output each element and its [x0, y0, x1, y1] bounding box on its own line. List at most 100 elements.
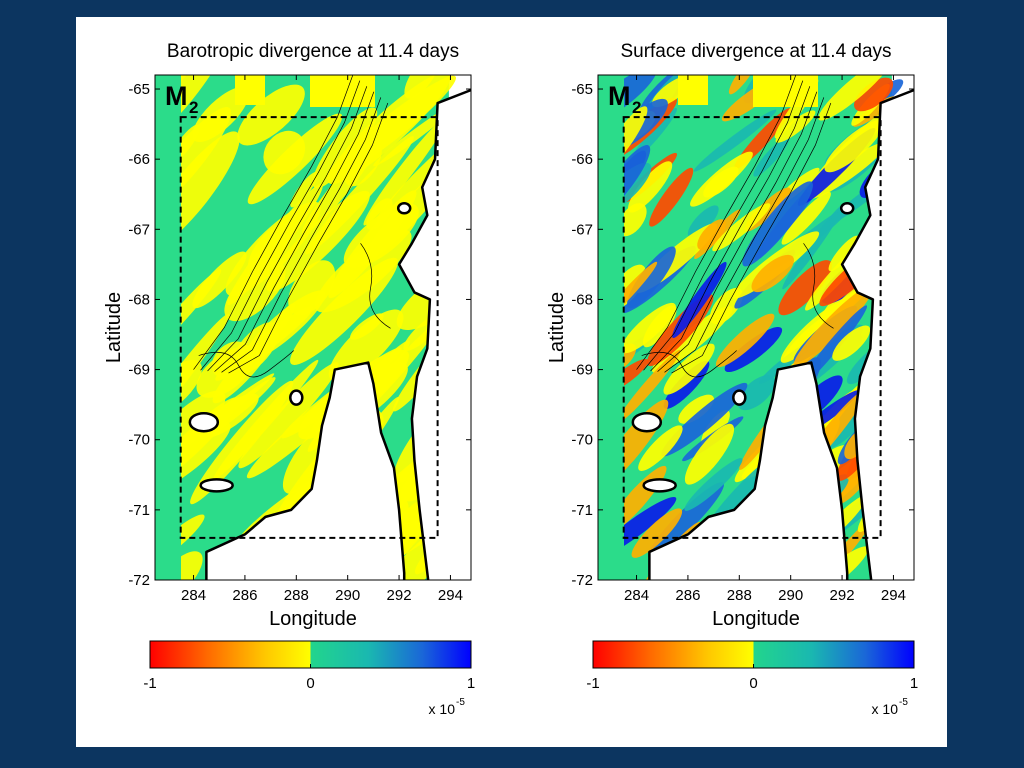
field-patch — [690, 151, 753, 207]
panel-label: M — [608, 81, 631, 111]
field-patch — [781, 191, 831, 245]
y-tick-label: -72 — [571, 572, 593, 589]
panel-label-subscript: 2 — [632, 98, 641, 117]
island — [289, 389, 304, 406]
x-tick-label: 294 — [881, 587, 906, 604]
field-patch — [742, 181, 813, 267]
colorbar-tick-label: -1 — [586, 675, 599, 692]
y-tick-label: -71 — [571, 502, 593, 519]
colorbar — [149, 640, 472, 669]
field-patch — [828, 235, 859, 272]
axes-frame — [597, 74, 915, 581]
colorbar-scale-label: x 10 — [429, 701, 456, 717]
contour-line — [214, 91, 375, 372]
west-band — [155, 75, 181, 580]
colorbar-scale-exponent: -5 — [456, 697, 465, 708]
field-patch — [684, 423, 735, 485]
subdomain-box — [622, 116, 882, 539]
field-patch — [712, 203, 771, 252]
field-patch — [818, 75, 893, 121]
field-patch — [753, 136, 790, 177]
field-patch — [715, 313, 775, 368]
field-patch — [326, 75, 456, 181]
y-tick-label: -71 — [128, 502, 150, 519]
y-tick-label: -68 — [571, 291, 593, 308]
x-tick-label: 290 — [335, 587, 360, 604]
field-patch — [751, 254, 794, 293]
contour-line — [228, 102, 389, 374]
x-tick-label: 288 — [284, 587, 309, 604]
field-patch — [824, 120, 884, 173]
y-tick-label: -65 — [128, 81, 150, 98]
field-patch — [678, 394, 715, 424]
y-tick-label: -67 — [571, 221, 593, 238]
y-tick-label: -66 — [571, 151, 593, 168]
field-patch — [617, 203, 647, 237]
bathymetry-contours — [636, 75, 834, 378]
x-tick-label: 284 — [181, 587, 206, 604]
contour-line — [657, 91, 818, 372]
island — [642, 478, 677, 493]
colorbar-tick-label: 0 — [749, 675, 757, 692]
island — [396, 202, 412, 215]
panel-label-subscript: 2 — [189, 98, 198, 117]
field-patch — [638, 425, 683, 471]
x-axis-label: Longitude — [712, 608, 800, 630]
field-patch — [663, 343, 715, 395]
field-patch — [728, 75, 758, 95]
y-tick-label: -69 — [571, 362, 593, 379]
x-tick-label: 292 — [830, 587, 855, 604]
y-tick-label: -70 — [128, 432, 150, 449]
island — [188, 411, 220, 433]
land-peninsula — [648, 361, 849, 580]
north-band — [235, 75, 265, 105]
field-patch — [343, 203, 419, 268]
field-patch — [290, 171, 319, 208]
field-patch — [196, 347, 255, 398]
slide: Barotropic divergence at 11.4 days M 2 284 2… — [76, 17, 947, 747]
y-tick-label: -69 — [128, 362, 150, 379]
north-band — [310, 75, 375, 107]
land-east — [840, 88, 914, 580]
y-tick-label: -67 — [128, 221, 150, 238]
y-axis-label: Latitude — [546, 292, 568, 363]
contour-line — [803, 243, 834, 329]
colorbar-tick-label: 1 — [467, 675, 475, 692]
contour-line — [643, 80, 804, 371]
field-patch — [775, 110, 816, 143]
panel-2: Surface divergence at 11.4 days M 2 284 286 2… — [546, 41, 918, 717]
contour-line — [207, 86, 368, 372]
field-patch — [628, 161, 673, 213]
island — [199, 478, 234, 493]
island — [839, 202, 855, 215]
colorbar-tick-label: -1 — [143, 675, 156, 692]
y-tick-label: -66 — [128, 151, 150, 168]
axes-frame — [154, 74, 472, 581]
field-patch — [617, 349, 681, 423]
field-patch — [697, 219, 726, 250]
x-tick-label: 286 — [675, 587, 700, 604]
field-patch — [247, 222, 293, 276]
contour-line — [671, 102, 832, 374]
field-patch — [649, 167, 694, 227]
island — [732, 389, 747, 406]
field-patch — [782, 204, 844, 290]
x-tick-label: 284 — [624, 587, 649, 604]
chart-title: Barotropic divergence at 11.4 days — [167, 41, 459, 62]
panel-1: Barotropic divergence at 11.4 days M 2 284 2… — [103, 41, 475, 717]
plot-area — [598, 75, 914, 580]
field-patch — [620, 302, 676, 354]
field-patch — [627, 246, 676, 309]
subdomain-box — [179, 116, 439, 539]
north-band — [678, 75, 708, 105]
island — [631, 411, 663, 433]
field-patch — [404, 75, 441, 99]
field-patch — [793, 284, 874, 368]
contour-line — [641, 350, 737, 378]
field-patch — [737, 375, 776, 411]
colorbar-scale-exponent: -5 — [899, 697, 908, 708]
contour-line — [360, 243, 391, 329]
contour-line — [650, 86, 811, 372]
contour-line — [221, 97, 382, 373]
